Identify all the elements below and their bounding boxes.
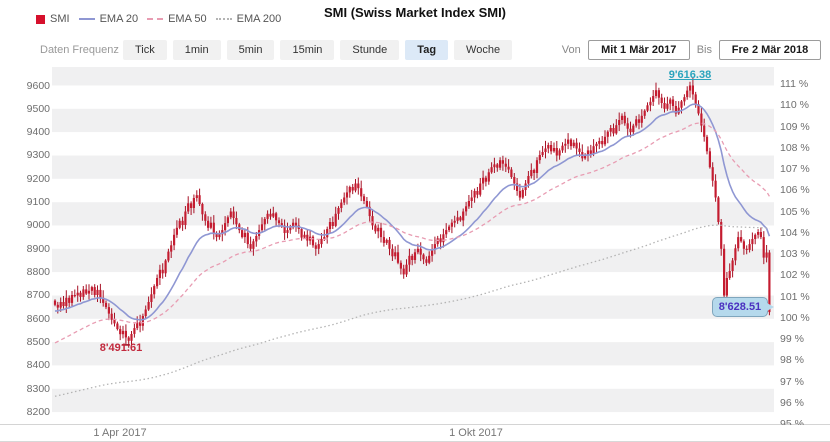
frequency-button-group: Tick 1min 5min 15min Stunde Tag Woche — [123, 40, 513, 60]
ema20-line — [54, 103, 771, 321]
smi-series-marker-icon — [36, 14, 45, 24]
y-axis-left-tick: 9400 — [26, 126, 50, 139]
legend-label-ema50: EMA 50 — [168, 13, 207, 25]
y-axis-right-tick: 98 % — [780, 354, 804, 367]
date-from-input[interactable]: Mit 1 Mär 2017 — [587, 40, 690, 60]
y-axis-right-tick: 108 % — [780, 141, 810, 154]
bis-label: Bis — [696, 44, 712, 56]
freq-button-15min[interactable]: 15min — [280, 40, 335, 60]
y-axis-left-tick: 8500 — [26, 336, 50, 349]
x-axis-label: 1 Okt 2017 — [449, 427, 503, 439]
date-to-input[interactable]: Fre 2 Mär 2018 — [719, 40, 821, 60]
low-value-annotation: 8'491.61 — [99, 342, 143, 354]
y-axis-right-tick: 105 % — [780, 205, 810, 218]
freq-button-tick[interactable]: Tick — [123, 40, 167, 60]
y-axis-left-tick: 9500 — [26, 102, 50, 115]
high-value-annotation: 9'616.38 — [668, 69, 712, 81]
low-marker-tick — [121, 344, 130, 346]
y-axis-left-tick: 8300 — [26, 382, 50, 395]
y-axis-right-tick: 111 % — [780, 78, 809, 90]
von-label: Von — [561, 44, 581, 56]
x-axis-label: 1 Apr 2017 — [93, 427, 147, 439]
y-axis-right-tick: 97 % — [780, 375, 804, 388]
y-axis-right-tick: 99 % — [780, 333, 804, 345]
chart-header: SMI (Swiss Market Index SMI) SMI EMA 20 … — [0, 0, 830, 36]
freq-button-stunde[interactable]: Stunde — [340, 40, 400, 60]
y-axis-left-tick: 8400 — [26, 359, 50, 372]
freq-button-1min[interactable]: 1min — [172, 40, 221, 60]
ema50-line-marker-icon — [147, 18, 164, 20]
legend-item-ema50: EMA 50 — [147, 13, 207, 25]
ema200-line — [54, 224, 770, 397]
chart-svg — [52, 67, 774, 413]
price-bands — [52, 67, 774, 413]
freq-button-5min[interactable]: 5min — [226, 40, 275, 60]
date-range-controls: Von Mit 1 Mär 2017 Bis Fre 2 Mär 2018 — [562, 40, 821, 60]
legend-label-ema200: EMA 200 — [236, 13, 282, 25]
legend-label-ema20: EMA 20 — [99, 13, 139, 25]
chart-canvas[interactable]: 9'616.38 8'491.61 8'628.51 9600 9500 9400 9… — [0, 67, 830, 425]
legend-item-smi: SMI — [36, 13, 70, 25]
y-axis-right-tick: 101 % — [780, 290, 810, 303]
y-axis-left-tick: 8600 — [26, 312, 50, 325]
y-axis-right-tick: 103 % — [780, 248, 810, 260]
y-axis-right-tick: 109 % — [780, 120, 810, 133]
y-axis-left-tick: 9600 — [26, 79, 50, 92]
candlesticks — [53, 85, 771, 341]
freq-button-tag[interactable]: Tag — [405, 40, 449, 60]
y-axis-right-tick: 100 % — [780, 311, 810, 324]
y-axis-left-tick: 8700 — [26, 289, 50, 302]
legend-item-ema200: EMA 200 — [215, 13, 282, 25]
chart-toolbar: Daten Frequenz Tick 1min 5min 15min Stunde Ta… — [0, 40, 830, 62]
ema200-line-marker-icon — [215, 18, 232, 20]
ema50-line — [54, 122, 770, 344]
legend-item-ema20: EMA 20 — [78, 13, 139, 25]
y-axis-right-tick: 95 % — [780, 418, 804, 425]
last-price-callout: 8'628.51 — [712, 297, 774, 317]
y-axis-right-tick: 110 % — [780, 99, 809, 112]
ema20-line-marker-icon — [78, 18, 95, 20]
freq-button-woche[interactable]: Woche — [454, 40, 513, 60]
y-axis-left-tick: 8900 — [26, 242, 50, 255]
y-axis-left-tick: 9000 — [26, 219, 50, 232]
y-axis-left-tick: 9200 — [26, 172, 50, 185]
chart-legend: SMI EMA 20 EMA 50 EMA 200 — [36, 13, 281, 25]
data-frequency-label: Daten Frequenz — [40, 44, 119, 56]
y-axis-left-tick: 9100 — [26, 196, 50, 209]
y-axis-left-tick: 8200 — [26, 406, 50, 419]
x-axis-line — [0, 424, 830, 425]
y-axis-left-tick: 8800 — [26, 266, 50, 279]
y-axis-right-tick: 96 % — [780, 396, 804, 409]
legend-label-smi: SMI — [50, 13, 70, 25]
y-axis-right-tick: 106 % — [780, 184, 810, 197]
y-axis-right-tick: 104 % — [780, 226, 810, 239]
y-axis-left-tick: 9300 — [26, 149, 50, 162]
y-axis-right-tick: 107 % — [780, 163, 810, 175]
y-axis-right-tick: 102 % — [780, 269, 810, 282]
x-axis-labels: 1 Apr 2017 1 Okt 2017 — [0, 427, 830, 441]
